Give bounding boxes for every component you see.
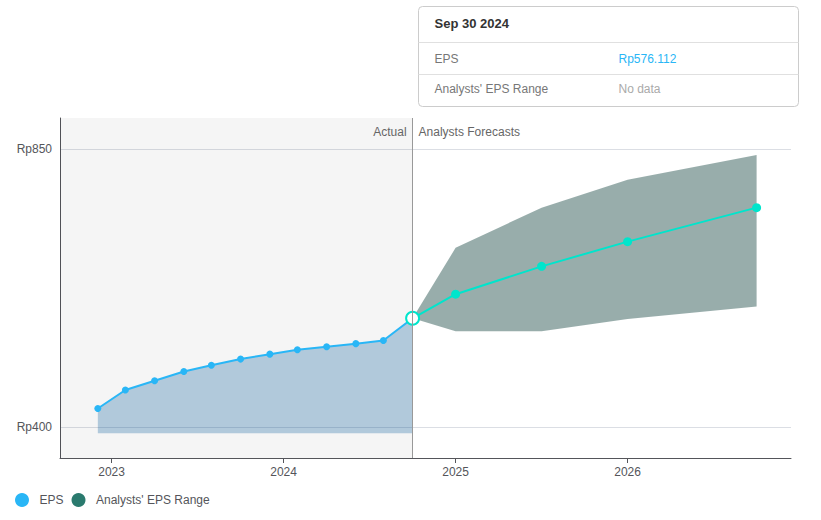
svg-text:EPS: EPS xyxy=(40,493,64,507)
svg-text:2026: 2026 xyxy=(614,465,641,479)
svg-text:2023: 2023 xyxy=(98,465,125,479)
svg-text:Rp850: Rp850 xyxy=(17,142,53,156)
svg-text:Rp576.112: Rp576.112 xyxy=(619,52,677,66)
svg-text:Sep 30 2024: Sep 30 2024 xyxy=(435,16,510,31)
svg-text:Analysts' EPS Range: Analysts' EPS Range xyxy=(435,82,549,96)
svg-text:Rp400: Rp400 xyxy=(17,420,53,434)
svg-text:2024: 2024 xyxy=(270,465,297,479)
svg-text:Analysts Forecasts: Analysts Forecasts xyxy=(419,125,520,139)
svg-text:2025: 2025 xyxy=(442,465,469,479)
svg-text:No data: No data xyxy=(619,82,661,96)
svg-text:EPS: EPS xyxy=(435,52,459,66)
svg-text:Actual: Actual xyxy=(373,125,406,139)
svg-text:Analysts' EPS Range: Analysts' EPS Range xyxy=(96,493,210,507)
